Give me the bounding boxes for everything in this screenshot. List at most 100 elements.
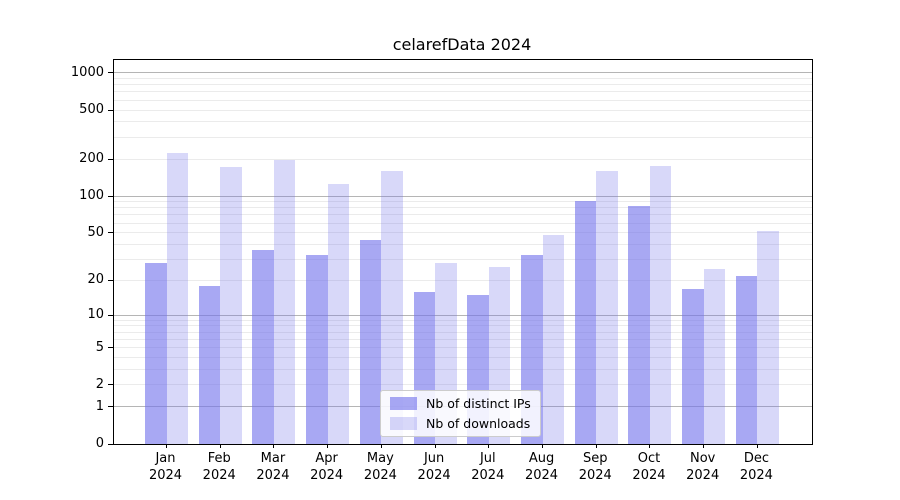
bar-distinct-ips-feb-2024: [198, 285, 221, 444]
x-axis: Jan 2024 Feb 2024 Mar 2024 Apr 2024 May 2024…: [113, 450, 811, 490]
gridline-minor: [114, 84, 812, 86]
y-axis: 0 1 2 5 10 20 50 100 200 500 1000: [0, 60, 104, 451]
gridline-minor: [114, 279, 812, 281]
x-tick-label: Jan 2024: [148, 451, 183, 483]
y-tick: [108, 347, 113, 349]
gridline-minor: [114, 357, 812, 359]
gridlines-layer: [114, 60, 812, 444]
gridline-minor: [114, 338, 812, 340]
x-tick: [380, 444, 382, 448]
y-tick: [108, 406, 113, 408]
y-tick-label: 100: [79, 188, 104, 204]
gridline-minor: [114, 121, 812, 123]
x-tick: [649, 444, 651, 448]
legend-swatch-distinct-ips: [390, 397, 417, 410]
x-tick-label: Jun 2024: [417, 451, 451, 483]
y-tick: [108, 109, 113, 111]
gridline-minor: [114, 222, 812, 224]
y-tick-label: 20: [87, 272, 104, 288]
gridline-major: [114, 314, 812, 316]
x-tick-label: Nov 2024: [686, 451, 720, 483]
gridline-minor: [114, 384, 812, 386]
y-tick: [108, 232, 113, 234]
y-tick-label: 2: [95, 376, 104, 392]
bar-distinct-ips-nov-2024: [682, 288, 704, 444]
x-tick-label: Oct 2024: [632, 451, 666, 483]
bar-downloads-feb-2024: [220, 167, 242, 444]
y-tick-label: 1: [95, 398, 104, 414]
bar-downloads-dec-2024: [757, 230, 779, 444]
gridline-minor: [114, 319, 812, 321]
bar-downloads-may-2024: [381, 170, 403, 444]
gridline-minor: [114, 259, 812, 260]
x-tick-label: May 2024: [363, 451, 397, 483]
x-tick: [327, 444, 329, 448]
bar-distinct-ips-oct-2024: [628, 205, 650, 444]
gridline-minor: [114, 214, 812, 216]
legend-swatch-downloads: [390, 417, 417, 430]
x-tick-label: Mar 2024: [256, 451, 290, 483]
bar-downloads-jan-2024: [166, 153, 188, 444]
x-tick-label: Sep 2024: [578, 451, 612, 483]
y-tick-label: 200: [79, 151, 104, 167]
bar-distinct-ips-mar-2024: [252, 250, 274, 444]
x-tick: [703, 444, 705, 448]
gridline-minor: [114, 232, 812, 234]
y-tick-label: 1000: [70, 64, 104, 80]
x-tick-label: Feb 2024: [202, 451, 236, 483]
bar-distinct-ips-may-2024: [359, 239, 382, 444]
legend-item-distinct-ips: Nb of distinct IPs: [390, 397, 531, 410]
gridline-major: [114, 195, 812, 197]
gridline-minor: [114, 77, 812, 79]
gridline-minor: [114, 325, 812, 327]
bars-layer: [114, 60, 812, 444]
x-tick-label: Apr 2024: [310, 451, 344, 483]
y-tick: [108, 195, 113, 197]
x-tick: [166, 444, 167, 448]
gridline-minor: [114, 158, 812, 160]
legend-item-downloads: Nb of downloads: [390, 417, 531, 430]
y-tick: [108, 384, 113, 386]
chart-title: celarefData 2024: [392, 35, 532, 54]
gridline-minor: [114, 91, 812, 93]
y-tick-label: 500: [79, 102, 104, 117]
y-tick-label: 0: [95, 436, 104, 451]
y-tick: [108, 279, 113, 281]
gridline-minor: [114, 99, 812, 101]
x-tick-label: Jul 2024: [471, 451, 505, 483]
gridline-minor: [114, 201, 812, 203]
bar-downloads-nov-2024: [703, 268, 726, 444]
gridline-minor: [114, 136, 812, 138]
gridline-minor: [114, 369, 812, 371]
x-tick: [434, 444, 436, 448]
y-tick-label: 50: [87, 224, 104, 240]
legend: Nb of distinct IPs Nb of downloads: [380, 390, 541, 437]
x-tick: [488, 444, 490, 448]
y-tick-label: 5: [95, 339, 104, 355]
x-tick: [595, 444, 597, 448]
bar-distinct-ips-jan-2024: [145, 263, 167, 444]
bar-distinct-ips-apr-2024: [306, 254, 328, 444]
gridline-minor: [114, 347, 812, 349]
x-tick: [273, 444, 275, 448]
x-tick-label: Dec 2024: [739, 451, 773, 483]
gridline-minor: [114, 109, 812, 111]
gridline-minor: [114, 331, 812, 333]
y-tick-label: 10: [87, 307, 104, 323]
plot-area: Nb of distinct IPs Nb of downloads: [108, 59, 813, 448]
bar-downloads-aug-2024: [542, 234, 565, 444]
y-tick: [108, 314, 113, 316]
bar-distinct-ips-dec-2024: [735, 275, 758, 444]
bar-downloads-sep-2024: [596, 170, 618, 444]
bar-downloads-oct-2024: [649, 166, 672, 444]
gridline-minor: [114, 207, 812, 209]
x-tick: [219, 444, 221, 448]
x-tick: [756, 444, 758, 448]
x-tick: [542, 444, 544, 448]
bar-downloads-apr-2024: [327, 184, 350, 444]
x-tick-label: Aug 2024: [524, 451, 559, 483]
legend-label-distinct-ips: Nb of distinct IPs: [426, 396, 531, 411]
y-tick: [108, 72, 113, 74]
bar-downloads-mar-2024: [273, 160, 296, 444]
